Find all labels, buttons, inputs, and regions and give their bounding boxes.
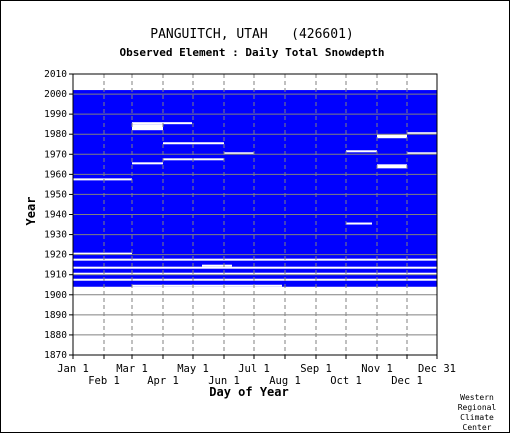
y-tick-label: 1970 [44, 149, 67, 160]
y-tick-label: 1930 [44, 230, 67, 241]
y-tick-label: 1990 [44, 109, 67, 120]
x-tick-label: Apr 1 [147, 375, 179, 387]
coverage-gap [163, 142, 224, 145]
coverage-gap [73, 272, 437, 275]
coverage-gap [73, 266, 437, 269]
credit-line-3: Climate [460, 413, 494, 422]
y-tick-label: 2000 [44, 89, 67, 100]
y-tick-label: 1960 [44, 169, 67, 180]
coverage-block [73, 90, 437, 287]
coverage-gap [132, 284, 282, 287]
y-tick-label: 1940 [44, 210, 67, 221]
y-axis-label: Year [24, 197, 38, 226]
coverage-gap [377, 134, 407, 139]
x-tick-label: Jul 1 [238, 363, 270, 375]
data-coverage-layer [73, 90, 437, 287]
x-axis-ticks: Jan 1 Mar 1 May 1 Jul 1 Sep 1 Nov 1 Dec 31 Feb … [57, 355, 456, 387]
x-tick-label: Sep 1 [300, 363, 332, 375]
credit-line-4: Center [463, 423, 492, 432]
x-tick-label: Jun 1 [208, 375, 240, 387]
coverage-gap [132, 122, 192, 125]
y-tick-label: 1900 [44, 290, 67, 301]
y-tick-label: 1950 [44, 189, 67, 200]
x-tick-label: Aug 1 [269, 375, 301, 387]
x-tick-label: Dec 31 [418, 363, 456, 375]
coverage-gap [346, 222, 372, 225]
coverage-gap [407, 152, 437, 155]
x-tick-label: Oct 1 [330, 375, 362, 387]
chart-subtitle: Observed Element : Daily Total Snowdepth [120, 46, 385, 59]
coverage-gap [73, 258, 437, 261]
y-tick-label: 1870 [44, 350, 67, 361]
y-tick-label: 2010 [44, 69, 67, 80]
credit-line-2: Regional [458, 403, 497, 412]
y-tick-label: 1880 [44, 330, 67, 341]
coverage-gap [73, 278, 437, 281]
y-tick-label: 1920 [44, 250, 67, 261]
coverage-gap [132, 124, 163, 131]
x-tick-label: Feb 1 [88, 375, 120, 387]
coverage-gap [224, 152, 254, 155]
x-tick-label: Dec 1 [391, 375, 423, 387]
coverage-gap [407, 132, 437, 135]
credit-block: Western Regional Climate Center [458, 393, 497, 432]
coverage-gap [73, 252, 132, 255]
coverage-gap [346, 150, 377, 153]
y-tick-label: 1980 [44, 129, 67, 140]
y-tick-label: 1890 [44, 310, 67, 321]
x-tick-label: May 1 [177, 363, 209, 375]
y-axis-ticks: 1870 1880 1890 1900 1910 1920 1930 1940 1950 1960… [44, 69, 73, 361]
x-tick-label: Jan 1 [57, 363, 89, 375]
y-tick-label: 1910 [44, 270, 67, 281]
coverage-gap [202, 264, 232, 267]
x-axis-label: Day of Year [209, 385, 288, 399]
coverage-gap [377, 164, 407, 169]
coverage-gap [132, 162, 163, 165]
coverage-gap [73, 178, 132, 181]
x-tick-label: Mar 1 [116, 363, 148, 375]
x-tick-label: Nov 1 [361, 363, 393, 375]
chart-title: PANGUITCH, UTAH (426601) [150, 27, 354, 42]
credit-line-1: Western [460, 393, 494, 402]
